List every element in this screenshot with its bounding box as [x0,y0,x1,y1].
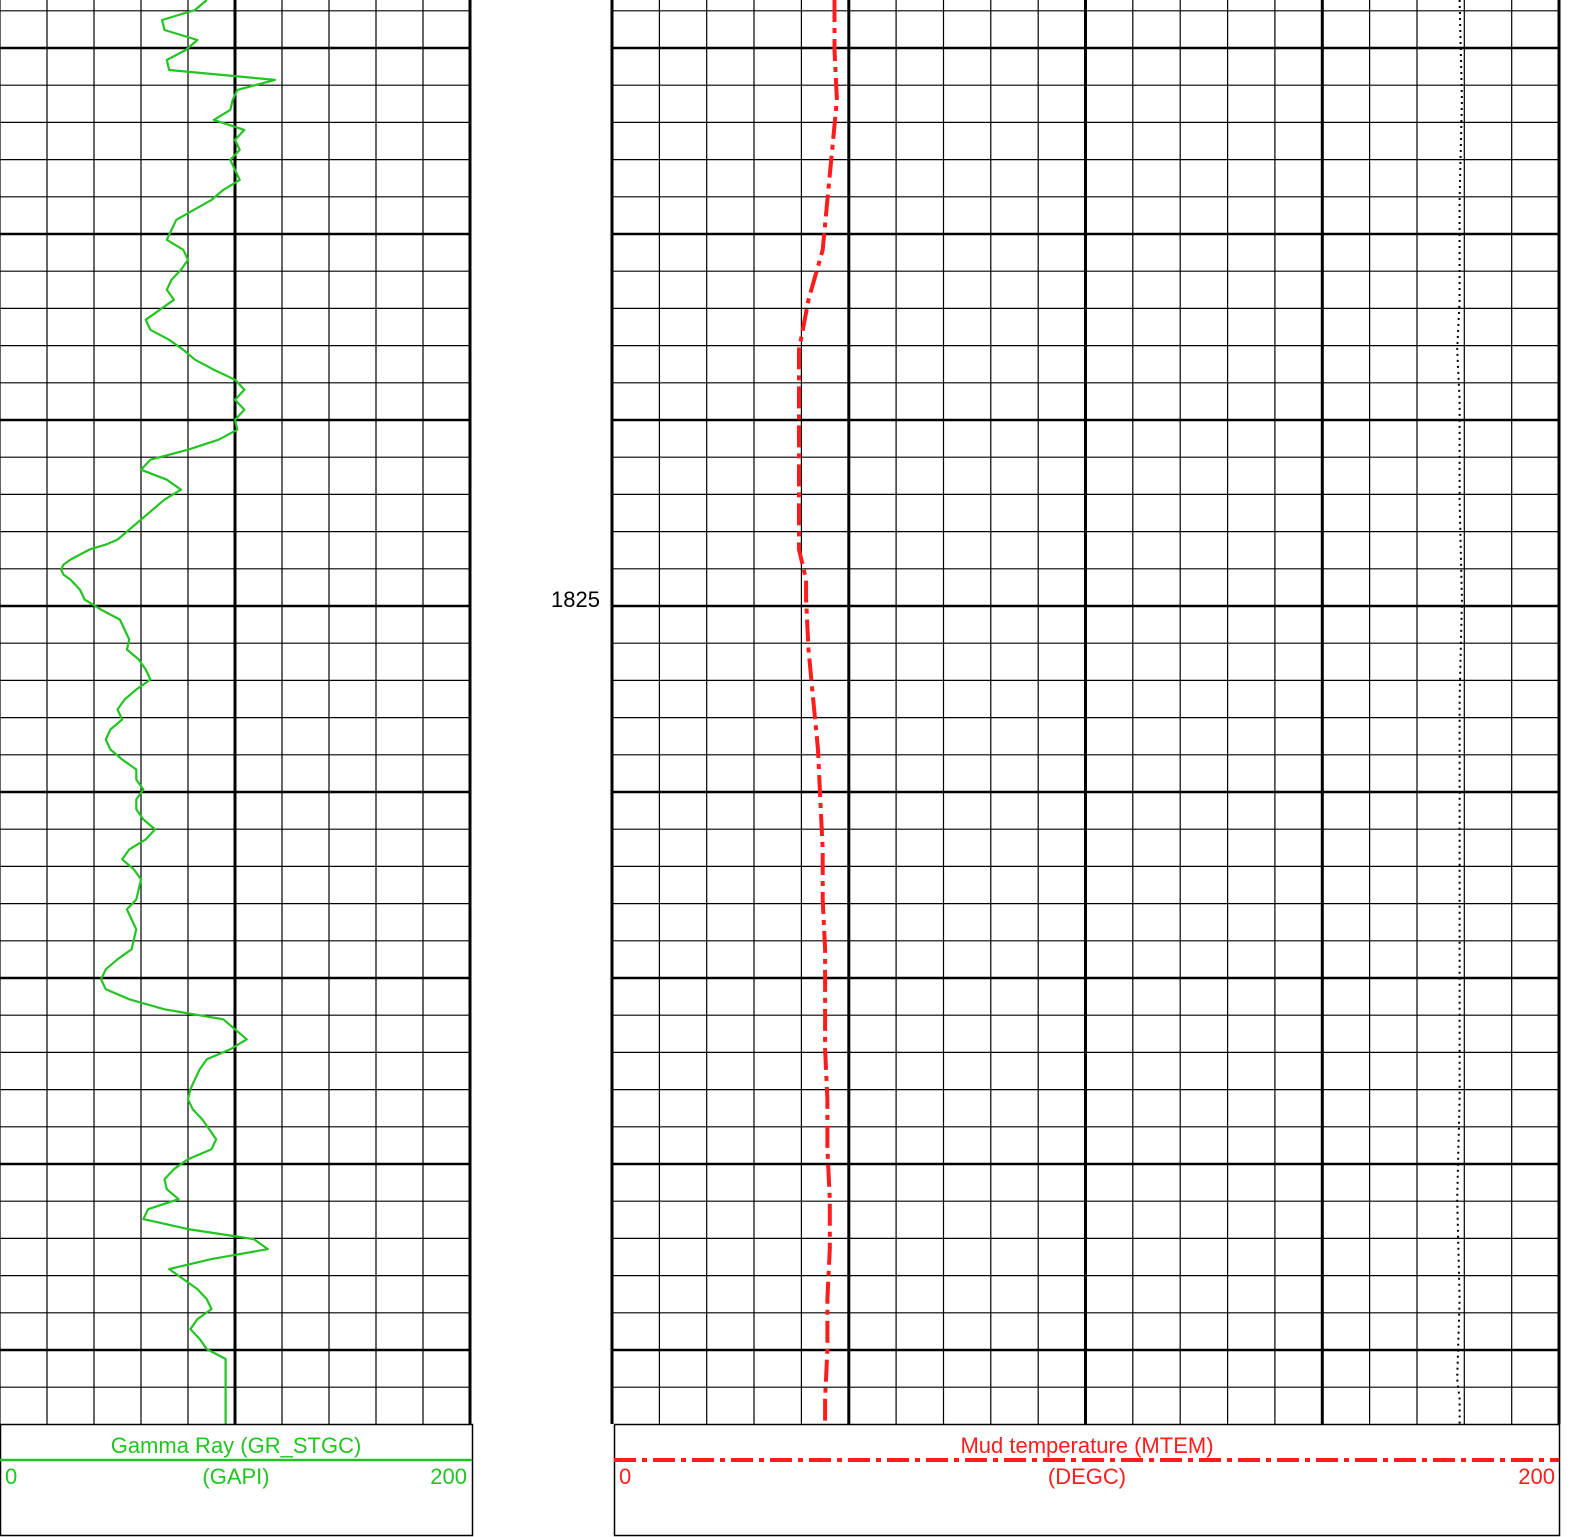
mud-temperature-scale-max: 200 [1518,1464,1555,1489]
mud-temperature-header: Mud temperature (MTEM) 0 (DEGC) 200 [613,1423,1561,1537]
mud-temperature-header-box [613,1423,1561,1537]
depth-label-1825: 1825 [551,587,600,612]
secondary-dotted-curve [1456,0,1463,1424]
mud-temperature-title: Mud temperature (MTEM) [960,1433,1213,1458]
gamma-ray-header: Gamma Ray (GR_STGC) 0 (GAPI) 200 [0,1423,474,1537]
mud-temperature-curve [797,0,839,1424]
mud-temperature-scale-min: 0 [619,1464,631,1489]
gamma-ray-scale-min: 0 [5,1464,17,1489]
gamma-ray-scale-max: 200 [430,1464,467,1489]
mud-temperature-unit: (DEGC) [1048,1464,1126,1489]
mud-temperature-track-grid [610,0,1561,1424]
gamma-ray-unit: (GAPI) [202,1464,269,1489]
gamma-ray-title: Gamma Ray (GR_STGC) [111,1433,362,1458]
gamma-ray-curve [60,0,276,1424]
gamma-ray-track-grid [0,0,472,1424]
gamma-ray-header-box [0,1423,474,1537]
log-curves [60,0,1463,1424]
